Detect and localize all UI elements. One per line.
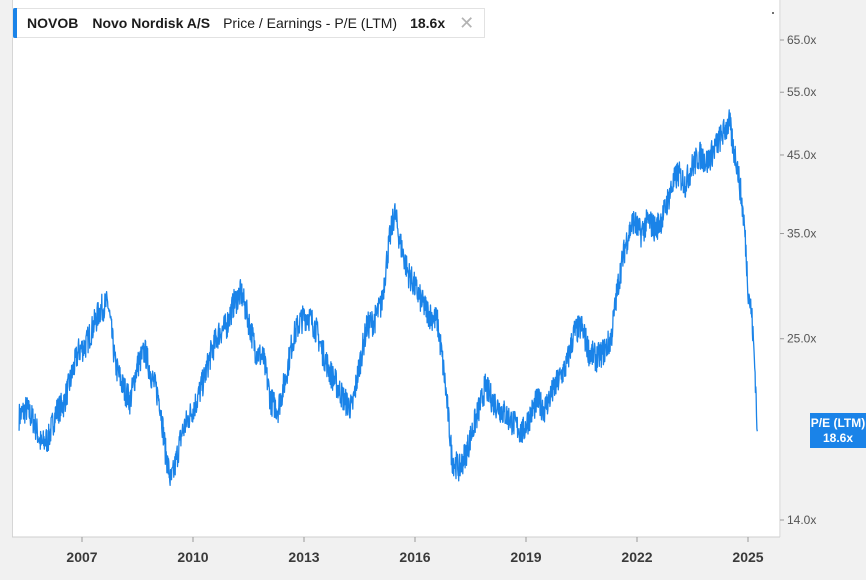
legend-color-bar	[13, 8, 17, 38]
pe-series-line	[18, 109, 758, 486]
legend-ticker: NOVOB	[27, 15, 79, 31]
legend-company: Novo Nordisk A/S	[92, 15, 211, 31]
legend-box: NOVOB Novo Nordisk A/S Price / Earnings …	[12, 8, 486, 38]
corner-dot	[772, 12, 774, 14]
legend-metric: Price / Earnings - P/E (LTM)	[223, 15, 398, 31]
y-tick-label: 14.0x	[787, 513, 816, 527]
y-tick-label: 65.0x	[787, 33, 816, 47]
y-tick-label: 25.0x	[787, 332, 816, 346]
y-tick-label: 45.0x	[787, 148, 816, 162]
x-tick-label: 2022	[621, 549, 652, 565]
y-tick-label: 35.0x	[787, 227, 816, 241]
last-value-callout: P/E (LTM) 18.6x	[810, 413, 866, 448]
x-tick-label: 2007	[66, 549, 97, 565]
close-icon[interactable]: ✕	[459, 13, 475, 33]
x-tick-label: 2016	[399, 549, 430, 565]
y-tick-label: 55.0x	[787, 85, 816, 99]
legend-value: 18.6x	[410, 15, 446, 31]
callout-label: P/E (LTM)	[810, 416, 866, 430]
x-tick-label: 2010	[177, 549, 208, 565]
x-tick-label: 2019	[510, 549, 541, 565]
x-tick-label: 2025	[732, 549, 763, 565]
plot-area	[12, 0, 781, 537]
x-tick-label: 2013	[288, 549, 319, 565]
callout-value: 18.6x	[822, 431, 854, 445]
